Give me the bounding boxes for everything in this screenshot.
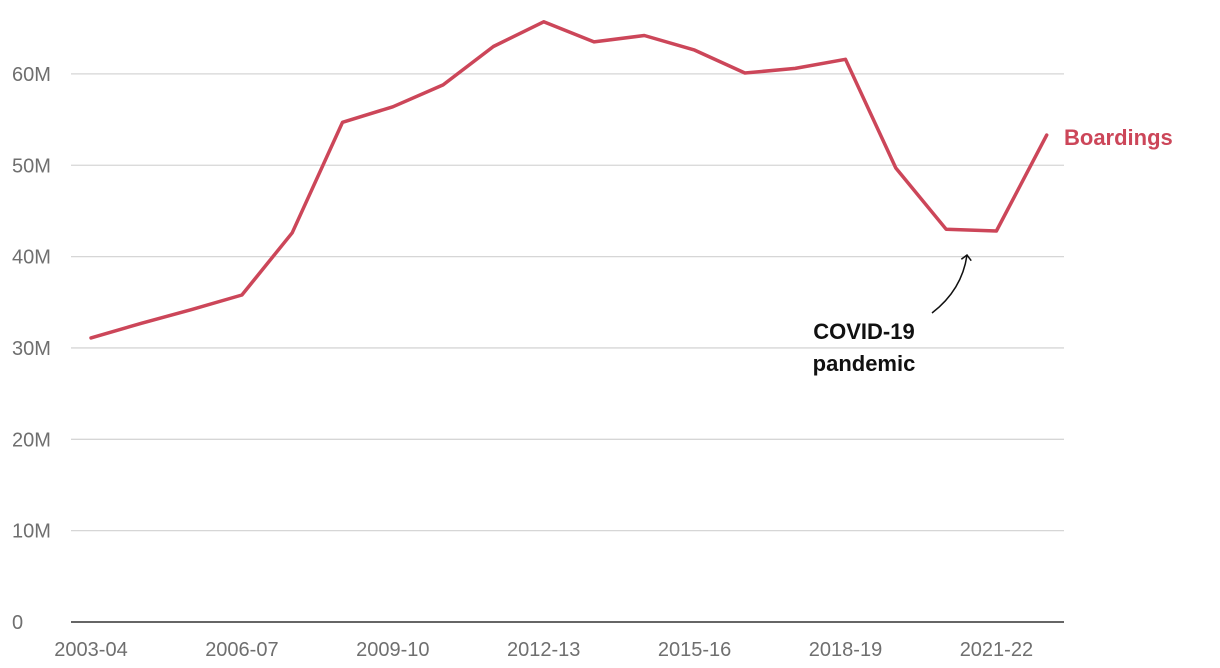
series-line-boardings [89,20,1049,340]
x-tick-label: 2009-10 [356,639,429,661]
x-tick-label: 2006-07 [205,639,278,661]
label-layer: 0 10M 20M 30M 40M 50M 60M 2003-04 2006-07 2009-10… [12,64,1173,661]
annotation-line-1: COVID-19 [813,319,914,344]
series-label-boardings: Boardings [1064,125,1173,150]
series-layer [89,20,1049,340]
annotation-line-2: pandemic [813,351,916,376]
x-tick-label: 2021-22 [960,639,1033,661]
y-tick-label: 10M [12,521,51,543]
y-tick-label: 40M [12,247,51,269]
y-tick-label: 0 [12,612,23,634]
x-tick-label: 2015-16 [658,639,731,661]
x-tick-label: 2018-19 [809,639,882,661]
annotation-layer: COVID-19 pandemic [813,253,972,376]
x-tick-label: 2003-04 [54,639,127,661]
grid-layer [71,73,1064,623]
y-tick-label: 50M [12,155,51,177]
annotation-arrow [931,253,972,314]
y-tick-label: 30M [12,338,51,360]
y-tick-label: 20M [12,429,51,451]
x-tick-label: 2012-13 [507,639,580,661]
y-tick-label: 60M [12,64,51,86]
